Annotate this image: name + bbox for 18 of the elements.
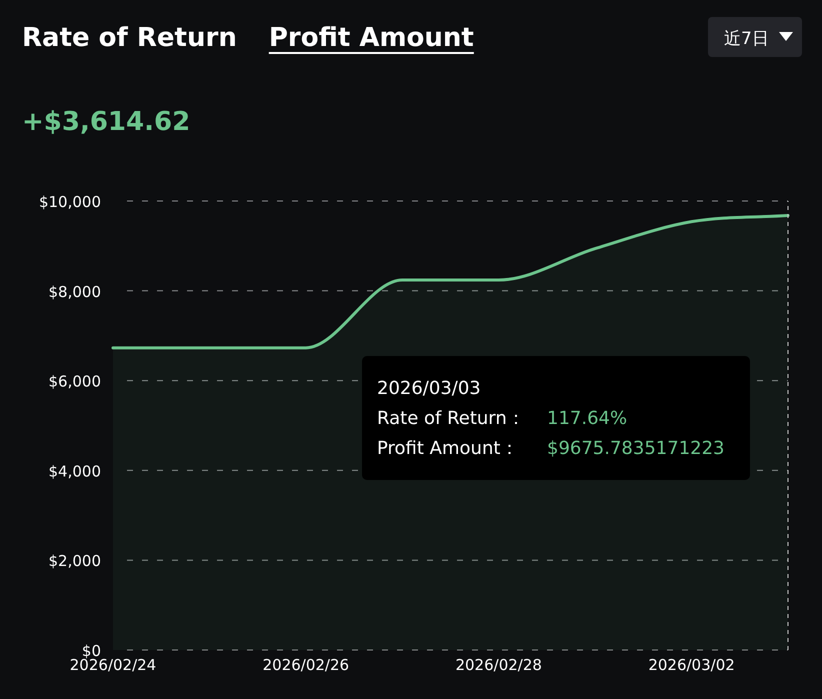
annotation: Rate of Return： (377, 408, 525, 429)
y-tick-label: $6,000 (48, 372, 101, 391)
chart-title: Profit Amount (268, 23, 474, 53)
text: Rate of Return (22, 23, 237, 53)
y-tick-label: $4,000 (48, 462, 101, 480)
annotation: 117.64% (547, 408, 628, 429)
y-tick-label: $10,000 (38, 193, 101, 211)
annotation: $9675.7835171223 (547, 438, 725, 459)
y-tick-label: $8,000 (48, 282, 101, 301)
x-tick-label: 2026/02/28 (455, 656, 542, 674)
chart-subtitle: +$3,614.62 (22, 107, 190, 137)
dropdown: 近7日 (708, 17, 802, 57)
y-tick-label: $2,000 (48, 552, 101, 570)
annotation: Profit Amount： (377, 438, 518, 459)
x-tick-label: 2026/02/26 (262, 656, 350, 674)
x-tick-label: 2026/03/02 (648, 656, 735, 674)
y-tick-label: $0 (82, 642, 101, 660)
annotation: 2026/03/03 (377, 378, 481, 399)
